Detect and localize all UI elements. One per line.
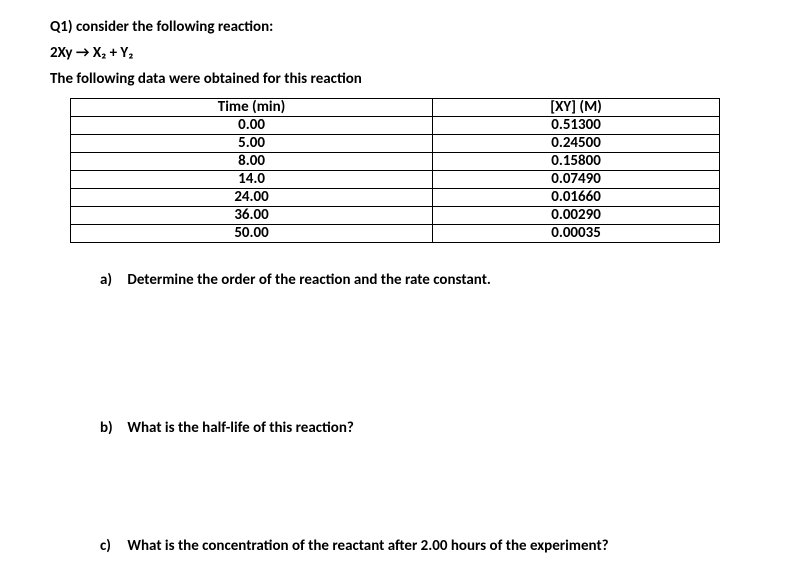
cell-time: 8.00 [71, 153, 433, 171]
cell-time: 36.00 [71, 207, 433, 225]
cell-xy: 0.51300 [433, 117, 720, 135]
table-row: 24.00 0.01660 [71, 189, 720, 207]
table-row: 0.00 0.51300 [71, 117, 720, 135]
table-row: 14.0 0.07490 [71, 171, 720, 189]
part-c-text: What is the concentration of the reactan… [127, 537, 608, 555]
cell-time: 0.00 [71, 117, 433, 135]
part-a-text: Determine the order of the reaction and … [127, 271, 491, 289]
cell-xy: 0.15800 [433, 153, 720, 171]
table-row: 5.00 0.24500 [71, 135, 720, 153]
cell-time: 50.00 [71, 225, 433, 243]
table-header-row: Time (min) [XY] (M) [71, 99, 720, 117]
cell-xy: 0.24500 [433, 135, 720, 153]
question-title: Q1) consider the following reaction: [50, 18, 738, 36]
data-intro: The following data were obtained for thi… [50, 70, 738, 88]
part-b-text: What is the half-life of this reaction? [127, 419, 353, 437]
cell-xy: 0.00035 [433, 225, 720, 243]
table-row: 36.00 0.00290 [71, 207, 720, 225]
page-content: Q1) consider the following reaction: 2Xy… [0, 0, 788, 565]
cell-time: 14.0 [71, 171, 433, 189]
cell-xy: 0.07490 [433, 171, 720, 189]
cell-time: 24.00 [71, 189, 433, 207]
table-row: 8.00 0.15800 [71, 153, 720, 171]
col-header-time: Time (min) [71, 99, 433, 117]
part-b: b) What is the half-life of this reactio… [100, 419, 738, 437]
table-row: 50.00 0.00035 [71, 225, 720, 243]
data-table: Time (min) [XY] (M) 0.00 0.51300 5.00 0.… [70, 98, 720, 243]
cell-time: 5.00 [71, 135, 433, 153]
part-c: c) What is the concentration of the reac… [100, 537, 738, 555]
part-c-letter: c) [100, 537, 124, 555]
part-b-letter: b) [100, 419, 124, 437]
cell-xy: 0.00290 [433, 207, 720, 225]
part-a-letter: a) [100, 271, 124, 289]
cell-xy: 0.01660 [433, 189, 720, 207]
part-a: a) Determine the order of the reaction a… [100, 271, 738, 289]
reaction-equation: 2Xy → X₂ + Y₂ [50, 44, 738, 62]
col-header-xy: [XY] (M) [433, 99, 720, 117]
